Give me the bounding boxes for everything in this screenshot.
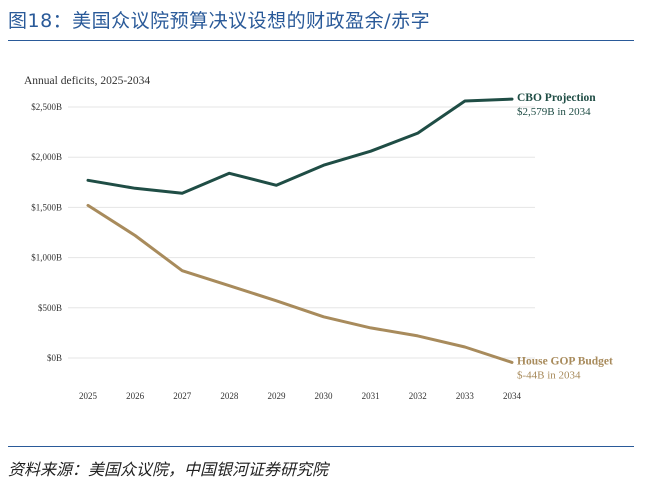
x-tick-label: 2031: [362, 391, 380, 401]
y-tick-label: $500B: [38, 303, 62, 313]
x-tick-label: 2025: [79, 391, 98, 401]
series-annotation-label: $2,579B in 2034: [517, 106, 591, 118]
y-tick-label: $2,000B: [31, 152, 62, 162]
y-tick-label: $1,000B: [31, 253, 62, 263]
x-tick-label: 2032: [409, 391, 427, 401]
series-end-labels: CBO Projection $2,579B in 2034 House GOP B…: [517, 92, 613, 381]
y-tick-label: $0B: [47, 353, 62, 363]
y-axis-ticks: $0B $500B $1,000B $1,500B $2,000B $2,500B: [31, 102, 62, 363]
source-divider: [8, 446, 634, 447]
x-axis-ticks: 2025 2026 2027 2028 2029 2030 2031 2032 2033 2034: [79, 391, 522, 401]
series-name-label: CBO Projection: [517, 92, 596, 104]
x-tick-label: 2030: [315, 391, 334, 401]
series-line: [86, 97, 514, 195]
title-divider: [8, 40, 634, 41]
chart-subtitle: Annual deficits, 2025-2034: [24, 75, 150, 87]
x-tick-label: 2033: [456, 391, 475, 401]
series-lines: [86, 97, 514, 364]
x-tick-label: 2027: [173, 391, 192, 401]
series-line: [86, 203, 514, 364]
grid-lines: [68, 106, 535, 359]
y-tick-label: $2,500B: [31, 102, 62, 112]
x-tick-label: 2034: [503, 391, 522, 401]
source-note: 资料来源：美国众议院，中国银河证券研究院: [8, 460, 329, 479]
x-tick-label: 2029: [267, 391, 286, 401]
figure-title: 图18：美国众议院预算决议设想的财政盈余/赤字: [8, 10, 431, 32]
x-tick-label: 2026: [126, 391, 145, 401]
y-tick-label: $1,500B: [31, 202, 62, 212]
x-tick-label: 2028: [220, 391, 239, 401]
series-name-label: House GOP Budget: [517, 355, 613, 367]
series-annotation-label: $-44B in 2034: [517, 369, 581, 381]
